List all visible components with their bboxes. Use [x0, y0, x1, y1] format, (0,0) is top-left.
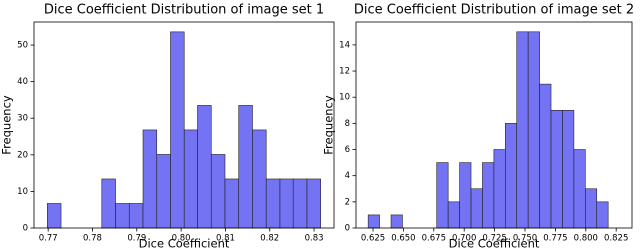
- x-tick-label: 0.750: [513, 234, 537, 244]
- bar: [292, 178, 308, 229]
- x-axis-label: Dice Coefficient: [139, 237, 230, 251]
- y-axis-label: Frequency: [0, 95, 14, 155]
- x-tick-label: 0.79: [127, 234, 146, 244]
- x-tick-label: 0.82: [260, 234, 279, 244]
- x-tick-label: 0.625: [361, 234, 385, 244]
- bar: [210, 154, 226, 229]
- bar: [115, 203, 130, 229]
- bar: [505, 123, 518, 229]
- chart-title: Dice Coefficient Distribution of image s…: [44, 3, 324, 18]
- bar: [493, 149, 506, 229]
- bar: [573, 149, 586, 229]
- bar: [101, 178, 116, 229]
- x-tick-label: 0.675: [422, 234, 446, 244]
- x-tick-label: 0.700: [452, 234, 476, 244]
- y-axis-label: Frequency: [322, 95, 336, 155]
- bar: [482, 162, 495, 229]
- x-tick-label: 0.725: [482, 234, 506, 244]
- bar: [470, 188, 483, 229]
- chart-title: Dice Coefficient Distribution of image s…: [354, 3, 634, 18]
- bar: [436, 162, 449, 229]
- x-axis-label: Dice Coefficient: [449, 237, 540, 251]
- y-tick-label: 4: [345, 171, 350, 181]
- y-tick-label: 2: [345, 197, 350, 207]
- y-tick-label: 0: [345, 224, 350, 234]
- y-tick-label: 6: [345, 145, 350, 155]
- bar: [142, 129, 158, 229]
- bar: [265, 178, 281, 229]
- bar: [550, 109, 563, 229]
- bar: [238, 105, 253, 229]
- bar: [562, 109, 575, 229]
- x-tick-label: 0.800: [574, 234, 598, 244]
- bar: [390, 214, 403, 229]
- bar: [156, 154, 171, 229]
- x-tick-label: 0.775: [543, 234, 567, 244]
- bar: [585, 188, 598, 229]
- y-tick-label: 20: [17, 150, 28, 160]
- bar: [224, 178, 240, 229]
- x-tick-label: 0.83: [305, 234, 324, 244]
- bar: [527, 31, 540, 229]
- x-tick-label: 0.77: [39, 234, 58, 244]
- bar: [252, 129, 267, 229]
- bar: [367, 214, 380, 229]
- plot-frame: [33, 21, 335, 229]
- bar: [447, 201, 460, 229]
- bar: [516, 31, 529, 229]
- bar: [46, 203, 62, 229]
- x-tick-label: 0.78: [83, 234, 102, 244]
- y-tick-label: 10: [17, 187, 28, 197]
- y-tick-label: 12: [339, 67, 350, 77]
- bar: [128, 203, 144, 229]
- x-tick-label: 0.81: [216, 234, 235, 244]
- y-tick-label: 50: [17, 41, 28, 51]
- y-tick-label: 10: [339, 93, 350, 103]
- bar: [539, 83, 552, 229]
- y-tick-label: 40: [17, 77, 28, 87]
- y-tick-label: 14: [339, 40, 350, 50]
- bar: [183, 129, 198, 229]
- bar: [596, 201, 609, 229]
- x-tick-label: 0.650: [391, 234, 415, 244]
- bar: [170, 31, 185, 229]
- bar: [279, 178, 294, 229]
- x-tick-label: 0.825: [604, 234, 628, 244]
- y-tick-label: 8: [345, 119, 350, 129]
- bar: [197, 105, 212, 229]
- bar: [306, 178, 322, 229]
- y-tick-label: 0: [23, 224, 28, 234]
- plot-frame: [355, 21, 633, 229]
- y-tick-label: 30: [17, 114, 28, 124]
- x-tick-label: 0.80: [172, 234, 191, 244]
- bar: [459, 162, 472, 229]
